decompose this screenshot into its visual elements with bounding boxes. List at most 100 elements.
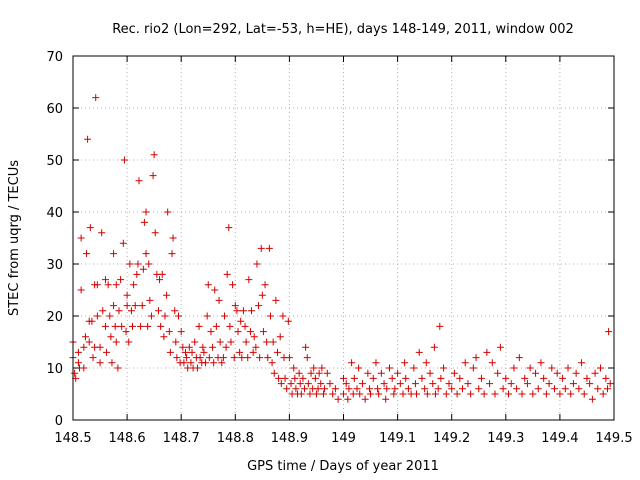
- data-point: [146, 296, 154, 304]
- data-point: [101, 276, 109, 284]
- data-point: [223, 270, 231, 278]
- data-point: [80, 343, 88, 351]
- data-point: [164, 208, 172, 216]
- data-point: [174, 312, 182, 320]
- data-point: [459, 385, 467, 393]
- data-point: [210, 359, 218, 367]
- data-point: [583, 374, 591, 382]
- data-point: [215, 296, 223, 304]
- data-point: [101, 322, 109, 330]
- data-point: [111, 322, 119, 330]
- data-point: [315, 369, 323, 377]
- data-point: [150, 151, 158, 159]
- data-point: [264, 354, 272, 362]
- data-point: [534, 385, 542, 393]
- y-tick-label: 50: [46, 154, 63, 169]
- data-point: [410, 364, 418, 372]
- data-points: [69, 94, 614, 403]
- data-point: [120, 156, 128, 164]
- data-point: [588, 395, 596, 403]
- data-point: [477, 374, 485, 382]
- data-point: [212, 322, 220, 330]
- data-point: [123, 291, 131, 299]
- data-point: [502, 374, 510, 382]
- data-point: [255, 302, 263, 310]
- x-axis-label: GPS time / Days of year 2011: [247, 459, 439, 474]
- data-point: [256, 354, 264, 362]
- data-point: [171, 307, 179, 315]
- data-point: [207, 328, 215, 336]
- data-point: [423, 390, 431, 398]
- data-point: [415, 348, 423, 356]
- data-point: [540, 374, 548, 382]
- data-point: [93, 312, 101, 320]
- data-point: [374, 385, 382, 393]
- data-point: [196, 354, 204, 362]
- data-point: [486, 380, 494, 388]
- data-point: [284, 317, 292, 325]
- data-point: [526, 364, 534, 372]
- data-point: [507, 380, 515, 388]
- data-point: [137, 322, 145, 330]
- data-point: [383, 385, 391, 393]
- data-point: [200, 348, 208, 356]
- data-point: [559, 374, 567, 382]
- data-point: [259, 328, 267, 336]
- data-point: [185, 343, 193, 351]
- data-point: [156, 276, 164, 284]
- data-point: [499, 385, 507, 393]
- data-point: [182, 348, 190, 356]
- x-tick-label: 149.5: [595, 431, 632, 446]
- x-tick-label: 148.5: [54, 431, 91, 446]
- data-point: [369, 374, 377, 382]
- data-point: [118, 322, 126, 330]
- data-point: [172, 338, 180, 346]
- data-point: [199, 343, 207, 351]
- x-tick-label: 149: [331, 431, 356, 446]
- data-point: [108, 359, 116, 367]
- data-point: [299, 374, 307, 382]
- data-point: [602, 374, 610, 382]
- data-point: [505, 390, 513, 398]
- data-point: [450, 369, 458, 377]
- data-point: [130, 281, 138, 289]
- data-point: [236, 348, 244, 356]
- data-point: [233, 307, 241, 315]
- data-point: [179, 343, 187, 351]
- data-point: [312, 390, 320, 398]
- data-point: [77, 234, 85, 242]
- data-point: [348, 359, 356, 367]
- data-point: [114, 364, 122, 372]
- data-point: [129, 322, 137, 330]
- data-point: [187, 359, 195, 367]
- x-tick-label: 149.1: [379, 431, 416, 446]
- data-point: [421, 385, 429, 393]
- data-point: [291, 374, 299, 382]
- data-point: [399, 390, 407, 398]
- data-point: [385, 364, 393, 372]
- data-point: [249, 348, 257, 356]
- data-point: [248, 307, 256, 315]
- data-point: [491, 390, 499, 398]
- data-point: [442, 390, 450, 398]
- data-point: [548, 364, 556, 372]
- data-point: [480, 390, 488, 398]
- data-point: [269, 338, 277, 346]
- data-point: [394, 369, 402, 377]
- data-point: [361, 395, 369, 403]
- data-point: [483, 348, 491, 356]
- data-point: [270, 369, 278, 377]
- data-point: [117, 276, 125, 284]
- data-point: [494, 369, 502, 377]
- data-point: [353, 385, 361, 393]
- data-point: [263, 338, 271, 346]
- data-point: [430, 343, 438, 351]
- data-point: [367, 390, 375, 398]
- data-point: [345, 385, 353, 393]
- data-point: [396, 380, 404, 388]
- x-tick-label: 148.6: [108, 431, 145, 446]
- data-point: [220, 312, 228, 320]
- data-point: [404, 385, 412, 393]
- data-point: [229, 281, 237, 289]
- data-point: [307, 369, 315, 377]
